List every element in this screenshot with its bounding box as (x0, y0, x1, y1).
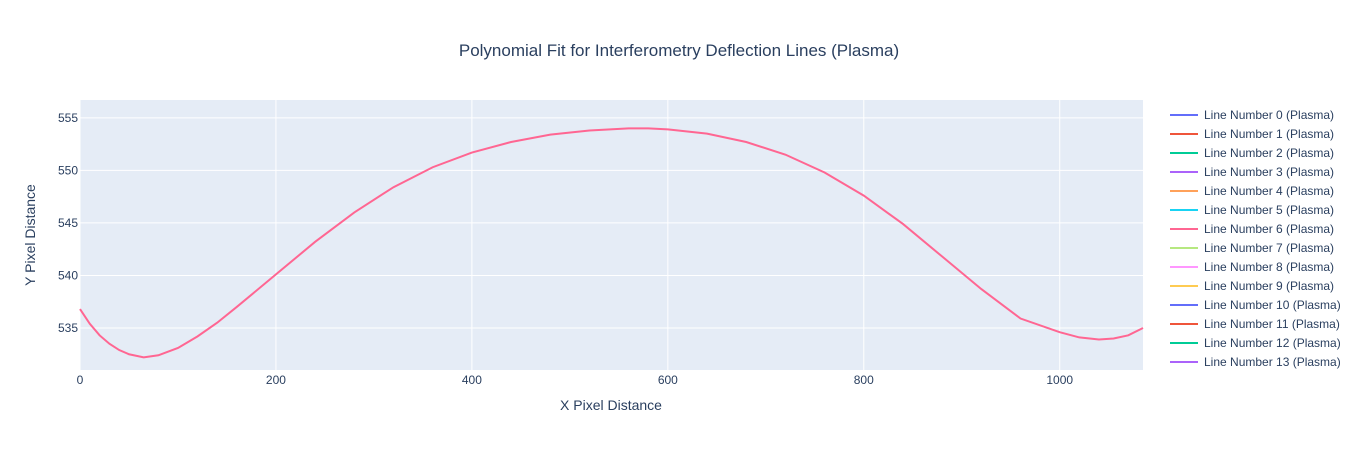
legend: Line Number 0 (Plasma) Line Number 1 (Pla… (1170, 108, 1341, 369)
legend-label: Line Number 12 (Plasma) (1204, 336, 1341, 350)
legend-item-12[interactable]: Line Number 12 (Plasma) (1170, 336, 1341, 350)
legend-label: Line Number 1 (Plasma) (1204, 127, 1334, 141)
legend-item-8[interactable]: Line Number 8 (Plasma) (1170, 260, 1334, 274)
legend-label: Line Number 6 (Plasma) (1204, 222, 1334, 236)
x-tick-label: 400 (462, 373, 482, 387)
legend-label: Line Number 13 (Plasma) (1204, 355, 1341, 369)
legend-item-4[interactable]: Line Number 4 (Plasma) (1170, 184, 1334, 198)
y-tick-label: 540 (58, 268, 78, 282)
chart-title: Polynomial Fit for Interferometry Deflec… (459, 41, 899, 60)
legend-label: Line Number 0 (Plasma) (1204, 108, 1334, 122)
legend-label: Line Number 10 (Plasma) (1204, 298, 1341, 312)
legend-label: Line Number 7 (Plasma) (1204, 241, 1334, 255)
legend-label: Line Number 11 (Plasma) (1204, 317, 1340, 331)
legend-item-10[interactable]: Line Number 10 (Plasma) (1170, 298, 1341, 312)
y-tick-label: 550 (58, 163, 78, 177)
grid (79, 100, 1143, 370)
y-tick-label: 545 (58, 216, 78, 230)
legend-item-13[interactable]: Line Number 13 (Plasma) (1170, 355, 1341, 369)
legend-item-11[interactable]: Line Number 11 (Plasma) (1170, 317, 1340, 331)
tick-labels: 0 200 400 600 800 1000 535 540 545 550 555 (58, 111, 1073, 387)
legend-item-5[interactable]: Line Number 5 (Plasma) (1170, 203, 1334, 217)
legend-item-6[interactable]: Line Number 6 (Plasma) (1170, 222, 1334, 236)
legend-item-1[interactable]: Line Number 1 (Plasma) (1170, 127, 1334, 141)
x-tick-label: 600 (658, 373, 678, 387)
legend-label: Line Number 8 (Plasma) (1204, 260, 1334, 274)
legend-label: Line Number 9 (Plasma) (1204, 279, 1334, 293)
legend-label: Line Number 2 (Plasma) (1204, 146, 1334, 160)
legend-label: Line Number 4 (Plasma) (1204, 184, 1334, 198)
legend-label: Line Number 3 (Plasma) (1204, 165, 1334, 179)
x-tick-label: 1000 (1046, 373, 1073, 387)
legend-item-3[interactable]: Line Number 3 (Plasma) (1170, 165, 1334, 179)
legend-label: Line Number 5 (Plasma) (1204, 203, 1334, 217)
x-tick-label: 200 (266, 373, 286, 387)
y-tick-label: 535 (58, 321, 78, 335)
plot-area (80, 100, 1143, 370)
x-tick-label: 0 (77, 373, 84, 387)
x-tick-label: 800 (854, 373, 874, 387)
legend-item-9[interactable]: Line Number 9 (Plasma) (1170, 279, 1334, 293)
series-layer (79, 127, 1144, 359)
y-axis-title: Y Pixel Distance (22, 184, 38, 286)
y-tick-label: 555 (58, 111, 78, 125)
legend-item-2[interactable]: Line Number 2 (Plasma) (1170, 146, 1334, 160)
legend-item-0[interactable]: Line Number 0 (Plasma) (1170, 108, 1334, 122)
x-axis-title: X Pixel Distance (560, 397, 662, 413)
series-line-6 (79, 127, 1144, 359)
legend-item-7[interactable]: Line Number 7 (Plasma) (1170, 241, 1334, 255)
